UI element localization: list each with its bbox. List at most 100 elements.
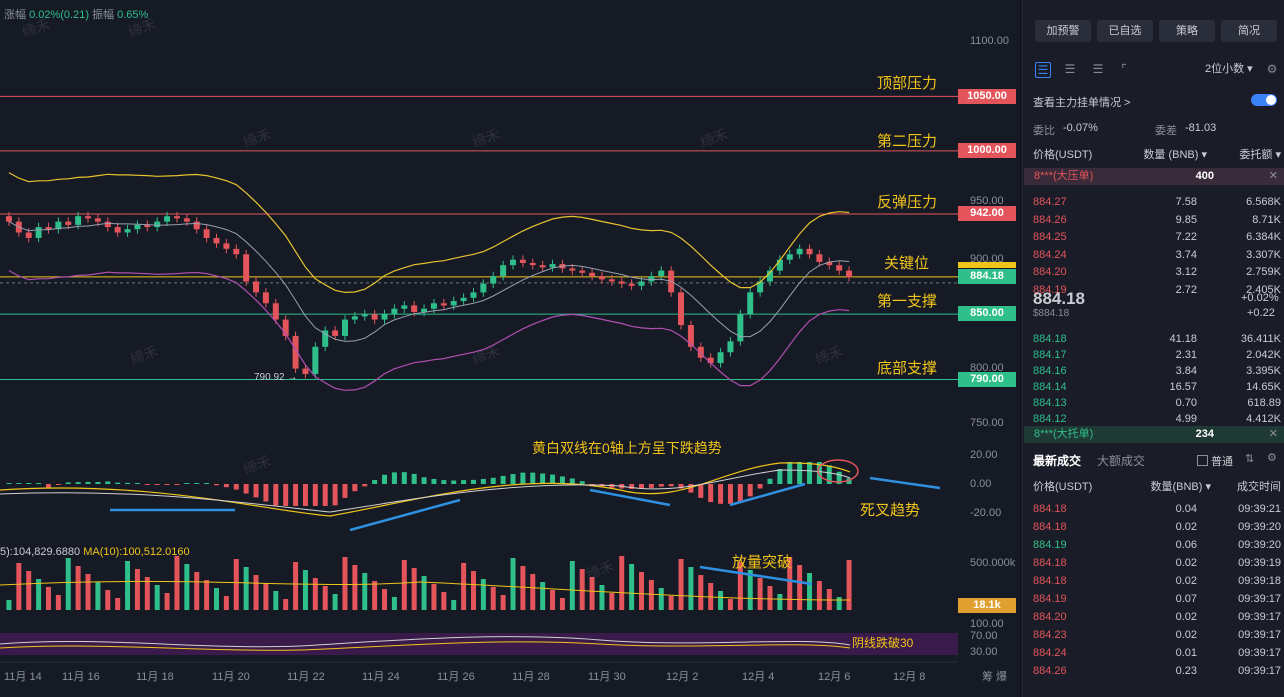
chart-area[interactable]: 涨幅 0.02%(0.21) 振幅 0.65% 1100.00 950.00 9… bbox=[0, 0, 1020, 697]
macd-bar bbox=[204, 483, 210, 484]
ask-row[interactable]: 884.19 2.72 2.405K bbox=[1033, 282, 1281, 299]
trade-row[interactable]: 884.20 0.02 09:39:17 bbox=[1033, 609, 1281, 626]
x-tick: 11月 14 bbox=[4, 671, 42, 683]
level-label-bottom: 底部支撑 bbox=[877, 360, 938, 377]
volume-bar bbox=[342, 557, 348, 610]
ask-qty: 7.58 bbox=[1175, 196, 1197, 208]
volume-bar bbox=[283, 599, 289, 610]
big-ask-row[interactable]: 8***(大压单) 400 ✕ bbox=[1024, 168, 1284, 185]
trade-value: 09:39:18 bbox=[1238, 575, 1281, 587]
candle-body bbox=[776, 259, 783, 271]
summary-button[interactable]: 简况 bbox=[1221, 20, 1277, 42]
change-value: 0.02%(0.21) bbox=[29, 9, 89, 21]
volume-bar bbox=[461, 563, 467, 610]
tab-large-trades[interactable]: 大额成交 bbox=[1097, 454, 1146, 468]
macd-bar bbox=[6, 483, 12, 484]
macd-bar bbox=[55, 484, 61, 485]
ask-row[interactable]: 884.25 7.22 6.384K bbox=[1033, 229, 1281, 246]
volume-bar bbox=[787, 557, 793, 610]
alert-button[interactable]: 加预警 bbox=[1035, 20, 1091, 42]
macd-bar bbox=[520, 472, 526, 484]
watchlist-button[interactable]: 已自选 bbox=[1097, 20, 1153, 42]
rsi-tick: 100.00 bbox=[970, 618, 1004, 630]
candle-body bbox=[796, 248, 803, 255]
volume-bar bbox=[520, 566, 526, 610]
ob-header-price: 价格(USDT) bbox=[1033, 149, 1093, 161]
volume-bar bbox=[214, 588, 219, 610]
macd-bar bbox=[470, 479, 476, 484]
volume-bar bbox=[164, 593, 170, 610]
bid-row[interactable]: 884.18 41.18 36.411K bbox=[1033, 331, 1281, 348]
layout-both-icon[interactable]: ☰ bbox=[1035, 62, 1051, 78]
ask-row[interactable]: 884.26 9.85 8.71K bbox=[1033, 212, 1281, 229]
layout-asks-icon[interactable]: ☰ bbox=[1092, 62, 1104, 76]
trade-row[interactable]: 884.18 0.04 09:39:21 bbox=[1033, 501, 1281, 518]
ask-price: 884.19 bbox=[1033, 283, 1067, 296]
big-bid-row[interactable]: 8***(大托单) 234 ✕ bbox=[1024, 426, 1284, 443]
low-price-label: 790.92 → bbox=[254, 372, 298, 383]
volume-bar bbox=[144, 577, 150, 610]
candle-body bbox=[608, 279, 615, 282]
volume-bar bbox=[293, 562, 299, 610]
main-orders-toggle[interactable] bbox=[1251, 94, 1277, 106]
trade-row[interactable]: 884.24 0.01 09:39:17 bbox=[1033, 645, 1281, 662]
filter-icon[interactable]: ⇅ bbox=[1245, 453, 1255, 465]
key-level-marker bbox=[958, 262, 1016, 268]
candle-body bbox=[45, 227, 52, 230]
bid-row[interactable]: 884.12 4.99 4.412K bbox=[1033, 411, 1281, 428]
kline-chart[interactable] bbox=[0, 0, 1020, 697]
settings-icon[interactable]: ⚙ bbox=[1267, 452, 1277, 464]
close-icon[interactable]: ✕ bbox=[1268, 428, 1278, 440]
bid-row[interactable]: 884.14 16.57 14.65K bbox=[1033, 379, 1281, 396]
x-tick: 11月 28 bbox=[512, 671, 550, 683]
macd-dif bbox=[0, 469, 851, 513]
rsi-annotation: 阴线跌破30 bbox=[852, 636, 914, 650]
bid-row[interactable]: 884.13 0.70 618.89 bbox=[1033, 395, 1281, 412]
ask-row[interactable]: 884.27 7.58 6.568K bbox=[1033, 194, 1281, 211]
settings-icon[interactable]: ⚙ bbox=[1266, 62, 1278, 76]
trade-row[interactable]: 884.26 0.23 09:39:17 bbox=[1033, 663, 1281, 680]
candle-body bbox=[766, 270, 773, 282]
ob-header-amount[interactable]: 委托额 ▾ bbox=[1239, 149, 1281, 161]
layout-expand-icon[interactable]: ⌜ bbox=[1121, 62, 1127, 76]
volume-bar bbox=[846, 560, 852, 610]
last-price-usd: $884.18 bbox=[1033, 308, 1070, 319]
bid-row[interactable]: 884.16 3.84 3.395K bbox=[1033, 363, 1281, 380]
trade-row[interactable]: 884.19 0.06 09:39:20 bbox=[1033, 537, 1281, 554]
ask-row[interactable]: 884.20 3.12 2.759K bbox=[1033, 264, 1281, 281]
trade-row[interactable]: 884.18 0.02 09:39:18 bbox=[1033, 573, 1281, 590]
vol-tick: 500.000k bbox=[970, 557, 1016, 569]
strategy-button[interactable]: 策略 bbox=[1159, 20, 1215, 42]
bid-row[interactable]: 884.17 2.31 2.042K bbox=[1033, 347, 1281, 364]
macd-bar bbox=[421, 477, 427, 484]
layout-bids-icon[interactable]: ☰ bbox=[1064, 62, 1076, 76]
volume-bar bbox=[510, 558, 516, 610]
normal-checkbox[interactable] bbox=[1197, 455, 1208, 466]
tab-latest-trades[interactable]: 最新成交 bbox=[1033, 454, 1082, 468]
candle-body bbox=[678, 292, 685, 326]
volume-bar bbox=[194, 572, 200, 610]
trade-value: 09:39:20 bbox=[1238, 521, 1281, 533]
main-orders-link[interactable]: 查看主力挂单情况 > bbox=[1033, 97, 1131, 109]
ask-qty: 2.72 bbox=[1175, 283, 1197, 296]
macd-bar bbox=[629, 484, 635, 489]
trade-header-qty[interactable]: 数量(BNB) ▾ bbox=[1150, 481, 1211, 493]
volume-bar bbox=[352, 565, 358, 610]
macd-bar bbox=[184, 483, 190, 484]
volume-bar bbox=[777, 594, 783, 610]
trade-row[interactable]: 884.23 0.02 09:39:17 bbox=[1033, 627, 1281, 644]
trade-row[interactable]: 884.19 0.07 09:39:17 bbox=[1033, 591, 1281, 608]
volume-arrow bbox=[699, 565, 813, 586]
candle-body bbox=[213, 237, 220, 244]
ask-row[interactable]: 884.24 3.74 3.307K bbox=[1033, 247, 1281, 264]
volume-bar bbox=[639, 572, 644, 610]
trade-qty: 0.23 bbox=[1175, 665, 1197, 677]
close-icon[interactable]: ✕ bbox=[1268, 170, 1278, 182]
volume-annotation: 放量突破 bbox=[732, 554, 793, 571]
decimal-select[interactable]: 2位小数 ▾ bbox=[1205, 63, 1253, 75]
trade-row[interactable]: 884.18 0.02 09:39:20 bbox=[1033, 519, 1281, 536]
trade-price: 884.19 bbox=[1033, 593, 1067, 605]
trade-row[interactable]: 884.18 0.02 09:39:19 bbox=[1033, 555, 1281, 572]
macd-bar bbox=[332, 484, 338, 506]
ob-header-qty[interactable]: 数量 (BNB) ▾ bbox=[1143, 149, 1207, 161]
